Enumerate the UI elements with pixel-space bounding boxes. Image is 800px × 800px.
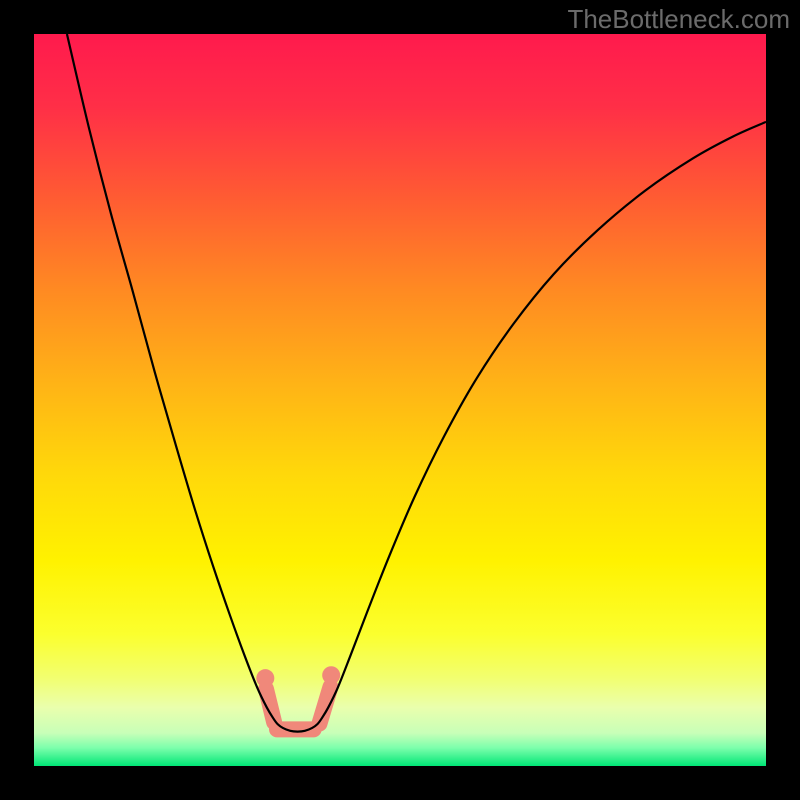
bottleneck-curve [67, 34, 766, 732]
watermark-text: TheBottleneck.com [567, 4, 790, 35]
plot-area [34, 34, 766, 766]
salmon-dot-1 [322, 666, 340, 684]
salmon-accent-group [256, 666, 340, 729]
salmon-dot-0 [256, 669, 274, 687]
curve-layer [34, 34, 766, 766]
